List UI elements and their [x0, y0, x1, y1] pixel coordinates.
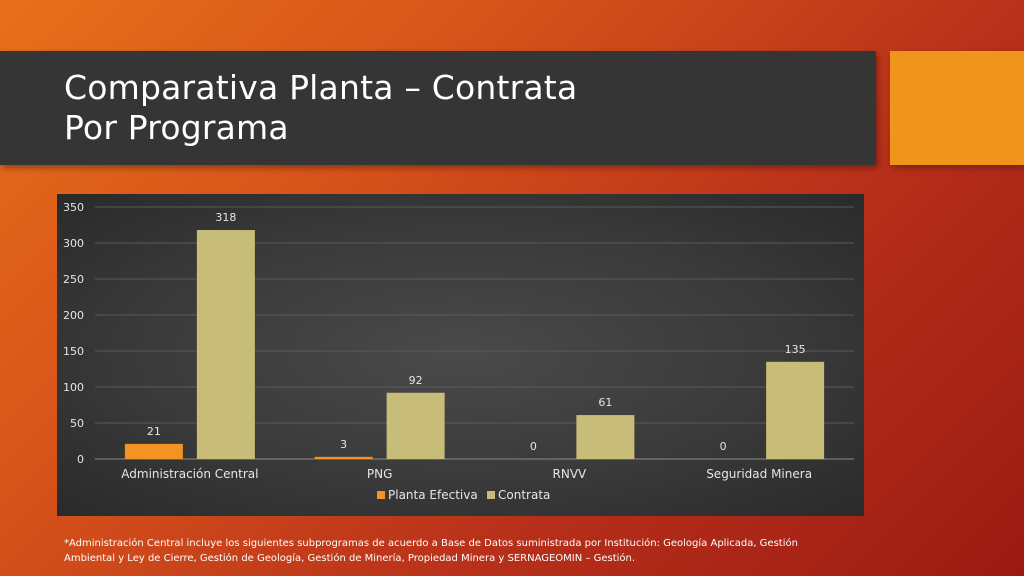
y-tick-label: 50 — [70, 417, 84, 430]
x-tick-label: RNVV — [553, 467, 588, 481]
y-tick-label: 150 — [63, 345, 84, 358]
legend-swatch — [487, 491, 495, 499]
x-tick-label: Administración Central — [121, 467, 258, 481]
footnote: *Administración Central incluye los sigu… — [64, 538, 798, 564]
title-bar — [0, 51, 876, 165]
data-label: 0 — [720, 440, 727, 453]
legend-label: Planta Efectiva — [388, 488, 478, 502]
x-tick-label: Seguridad Minera — [706, 467, 812, 481]
bar-planta-efectiva — [124, 443, 183, 459]
legend-label: Contrata — [498, 488, 550, 502]
x-tick-label: PNG — [367, 467, 393, 481]
bar-contrata — [196, 230, 255, 459]
data-label: 3 — [340, 438, 347, 451]
bar-contrata — [576, 415, 635, 459]
data-label: 0 — [530, 440, 537, 453]
data-label: 21 — [147, 425, 161, 438]
data-label: 61 — [598, 396, 612, 409]
data-label: 92 — [409, 374, 423, 387]
y-tick-label: 300 — [63, 237, 84, 250]
bar-planta-efectiva — [314, 456, 373, 459]
data-label: 135 — [785, 343, 806, 356]
slide-title: Comparativa Planta – Contrata Por Progra… — [64, 68, 578, 147]
data-label: 318 — [215, 211, 236, 224]
y-tick-label: 350 — [63, 201, 84, 214]
legend-swatch — [377, 491, 385, 499]
chart-panel: 0 50 100 150 200 250 300 350 21 318 Administración… — [57, 194, 864, 516]
bar-chart: 05010015020025030035021318Administración… — [63, 201, 854, 502]
y-tick-label: 0 — [77, 453, 84, 466]
bar-contrata — [386, 392, 445, 459]
y-tick-label: 200 — [63, 309, 84, 322]
y-tick-label: 100 — [63, 381, 84, 394]
y-tick-label: 250 — [63, 273, 84, 286]
bar-contrata — [766, 361, 825, 459]
accent-box — [890, 51, 1024, 165]
